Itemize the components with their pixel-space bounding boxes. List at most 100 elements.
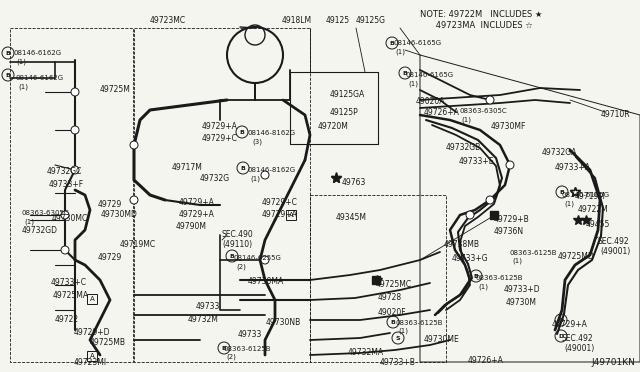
Circle shape <box>261 171 269 179</box>
Circle shape <box>61 211 69 219</box>
Circle shape <box>261 256 269 264</box>
Text: SEC.492: SEC.492 <box>562 334 594 343</box>
Text: 08363-6305C: 08363-6305C <box>459 108 507 114</box>
Text: 49728: 49728 <box>378 293 402 302</box>
Bar <box>372 276 380 284</box>
Text: 49125G: 49125G <box>356 16 386 25</box>
Text: 49729+A: 49729+A <box>202 122 238 131</box>
Text: B: B <box>474 273 479 279</box>
Text: 08363-6125B: 08363-6125B <box>510 250 557 256</box>
Text: 49732M: 49732M <box>188 315 219 324</box>
Text: D: D <box>558 334 564 339</box>
Text: 49730M: 49730M <box>506 298 537 307</box>
Text: 08146-6165G: 08146-6165G <box>393 40 441 46</box>
Text: 49730ME: 49730ME <box>424 335 460 344</box>
Bar <box>87 294 97 304</box>
Text: 49730MA: 49730MA <box>248 277 284 286</box>
Text: (1): (1) <box>250 175 260 182</box>
Text: B: B <box>221 346 227 350</box>
Bar <box>87 351 97 361</box>
Text: 49722M: 49722M <box>578 205 609 214</box>
Text: B: B <box>230 253 234 259</box>
Text: 49726+A: 49726+A <box>424 108 460 117</box>
Text: 49732GD: 49732GD <box>22 226 58 235</box>
Text: A: A <box>90 353 94 359</box>
Text: 49729+A: 49729+A <box>179 210 215 219</box>
Text: 49725MD: 49725MD <box>558 252 595 261</box>
Circle shape <box>486 196 494 204</box>
Text: (3): (3) <box>252 138 262 144</box>
Text: 49729+D: 49729+D <box>74 328 111 337</box>
Text: 49020A: 49020A <box>416 97 445 106</box>
Text: 49719M: 49719M <box>575 192 606 201</box>
Text: 49736N: 49736N <box>494 227 524 236</box>
Text: D: D <box>558 317 564 323</box>
Text: 49733: 49733 <box>238 330 262 339</box>
Text: 49125GA: 49125GA <box>330 90 365 99</box>
Text: 4918LM: 4918LM <box>282 16 312 25</box>
Bar <box>286 210 296 220</box>
Text: B: B <box>390 320 396 324</box>
Text: 08363-6305C: 08363-6305C <box>22 210 70 216</box>
Text: 49730MD: 49730MD <box>101 210 138 219</box>
Text: 49710R: 49710R <box>601 110 630 119</box>
Text: (1): (1) <box>395 48 405 55</box>
Text: (1): (1) <box>512 258 522 264</box>
Text: 49729: 49729 <box>98 253 122 262</box>
Text: 08146-8162G: 08146-8162G <box>248 167 296 173</box>
Text: (49001): (49001) <box>564 344 595 353</box>
Text: 08146-6162G: 08146-6162G <box>16 75 64 81</box>
Text: 49726+A: 49726+A <box>468 356 504 365</box>
Bar <box>373 277 379 283</box>
Text: (1): (1) <box>461 116 471 122</box>
Text: (1): (1) <box>564 200 574 206</box>
Text: NOTE: 49722M   INCLUDES ★
      49723MA  INCLUDES ☆: NOTE: 49722M INCLUDES ★ 49723MA INCLUDES… <box>420 10 542 29</box>
Text: 49729+B: 49729+B <box>494 215 530 224</box>
Text: 49730MF: 49730MF <box>491 122 526 131</box>
Text: 08146-6165G: 08146-6165G <box>406 72 454 78</box>
Text: 49732G: 49732G <box>200 174 230 183</box>
Text: 49733: 49733 <box>196 302 220 311</box>
Text: 49733+C: 49733+C <box>51 278 87 287</box>
Text: 49729+A: 49729+A <box>179 198 215 207</box>
Text: J49701KN: J49701KN <box>591 358 635 367</box>
Circle shape <box>486 96 494 104</box>
Text: 49732MA: 49732MA <box>348 348 384 357</box>
Text: A: A <box>289 212 293 218</box>
Text: SEC.492: SEC.492 <box>598 237 630 246</box>
Text: (49110): (49110) <box>222 240 252 249</box>
Text: B: B <box>403 71 408 76</box>
Text: B: B <box>559 189 564 195</box>
Text: 08146-6165G: 08146-6165G <box>562 192 610 198</box>
Text: 49729+C: 49729+C <box>202 134 238 143</box>
Circle shape <box>506 161 514 169</box>
Text: 49732GA: 49732GA <box>542 148 577 157</box>
Text: 08363-6125B: 08363-6125B <box>224 346 271 352</box>
Circle shape <box>130 141 138 149</box>
Text: (2): (2) <box>226 354 236 360</box>
Text: (2): (2) <box>236 263 246 269</box>
Bar <box>490 211 498 219</box>
Circle shape <box>71 88 79 96</box>
Text: 49729+A: 49729+A <box>262 210 298 219</box>
Text: 49455: 49455 <box>586 220 611 229</box>
Circle shape <box>61 246 69 254</box>
Text: 08146-8162G: 08146-8162G <box>248 130 296 136</box>
Circle shape <box>130 196 138 204</box>
Text: (1): (1) <box>478 283 488 289</box>
Text: A: A <box>90 296 94 302</box>
Bar <box>491 212 497 218</box>
Text: 49733+E: 49733+E <box>459 157 495 166</box>
Text: 08146-6255G: 08146-6255G <box>234 255 282 261</box>
Text: 08363-6125B: 08363-6125B <box>476 275 524 281</box>
Text: 49729+C: 49729+C <box>262 198 298 207</box>
Text: 49790M: 49790M <box>176 222 207 231</box>
Text: (1): (1) <box>398 328 408 334</box>
Text: B: B <box>6 73 10 77</box>
Text: 49125P: 49125P <box>330 108 359 117</box>
Text: 49733+B: 49733+B <box>380 358 416 367</box>
Text: 49723MC: 49723MC <box>150 16 186 25</box>
Text: 49733+G: 49733+G <box>452 254 488 263</box>
Text: 49733+A: 49733+A <box>555 163 591 172</box>
Text: 49723MI: 49723MI <box>74 358 107 367</box>
